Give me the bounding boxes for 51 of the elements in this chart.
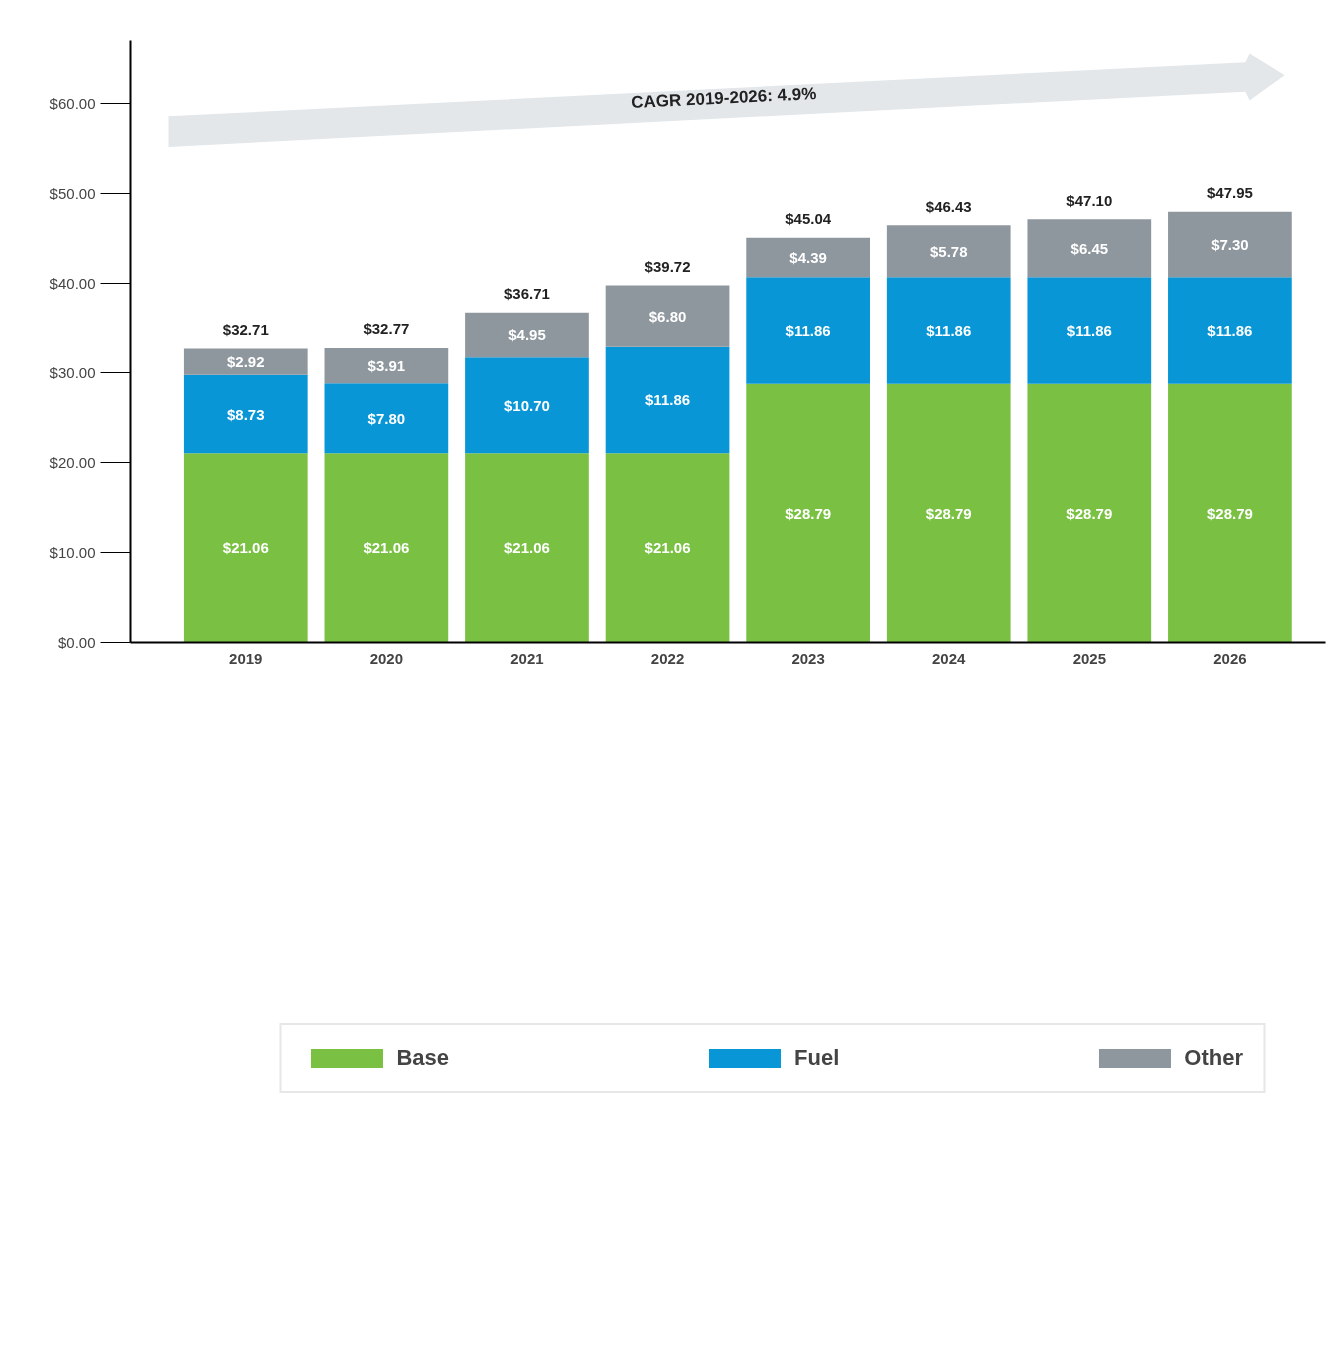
- total-label: $45.04: [785, 210, 832, 228]
- y-tick-label: $30.00: [49, 364, 96, 382]
- x-tick-label: 2019: [229, 649, 263, 667]
- data-label: $6.45: [1070, 239, 1109, 257]
- data-label: $21.06: [504, 539, 550, 557]
- y-tick-label: $0.00: [57, 634, 96, 651]
- data-label: $4.39: [789, 249, 827, 267]
- data-label: $6.80: [648, 307, 687, 325]
- data-label: $28.79: [1066, 504, 1113, 522]
- data-label: $11.86: [785, 322, 831, 340]
- data-label: $21.06: [222, 539, 269, 557]
- y-tick-label: $60.00: [49, 94, 96, 112]
- x-tick-label: 2026: [1213, 649, 1247, 667]
- data-label: $7.80: [367, 409, 406, 427]
- x-tick-label: 2020: [369, 649, 404, 667]
- total-label: $47.95: [1206, 183, 1253, 201]
- total-label: $36.71: [504, 284, 550, 302]
- data-label: $11.86: [1066, 322, 1112, 340]
- y-tick-label: $10.00: [49, 544, 96, 562]
- x-tick-label: 2025: [1072, 649, 1106, 667]
- x-tick-label: 2024: [932, 649, 967, 667]
- total-label: $47.10: [1066, 191, 1113, 209]
- data-label: $8.73: [227, 405, 265, 423]
- total-label: $39.72: [644, 257, 691, 275]
- x-tick-label: 2021: [510, 649, 544, 667]
- total-label: $32.71: [222, 320, 269, 338]
- data-label: $11.86: [926, 322, 972, 340]
- legend-label: Fuel: [794, 1045, 840, 1071]
- data-label: $28.79: [1206, 504, 1253, 522]
- data-label: $10.70: [504, 396, 550, 414]
- data-label: $4.95: [508, 326, 546, 344]
- data-label: $11.86: [1207, 322, 1253, 340]
- y-tick-label: $40.00: [49, 274, 96, 292]
- x-tick-label: 2022: [650, 649, 685, 667]
- data-label: $11.86: [645, 391, 691, 409]
- total-label: $46.43: [925, 197, 972, 215]
- data-label: $21.06: [363, 539, 410, 557]
- data-label: $2.92: [227, 353, 265, 371]
- data-label: $28.79: [785, 504, 832, 522]
- legend-label: Base: [396, 1045, 450, 1071]
- data-label: $3.91: [367, 357, 406, 375]
- data-label: $7.30: [1211, 235, 1249, 253]
- data-label: $5.78: [929, 242, 968, 260]
- total-label: $32.77: [363, 320, 410, 338]
- y-tick-label: $50.00: [49, 184, 96, 202]
- annotation: CAGR 2019-2026: 4.9%: [630, 83, 817, 113]
- y-tick-label: $20.00: [49, 454, 96, 472]
- data-label: $21.06: [644, 539, 691, 557]
- legend-label: Other: [1184, 1045, 1243, 1071]
- x-tick-label: 2023: [791, 649, 825, 667]
- data-label: $28.79: [925, 504, 972, 522]
